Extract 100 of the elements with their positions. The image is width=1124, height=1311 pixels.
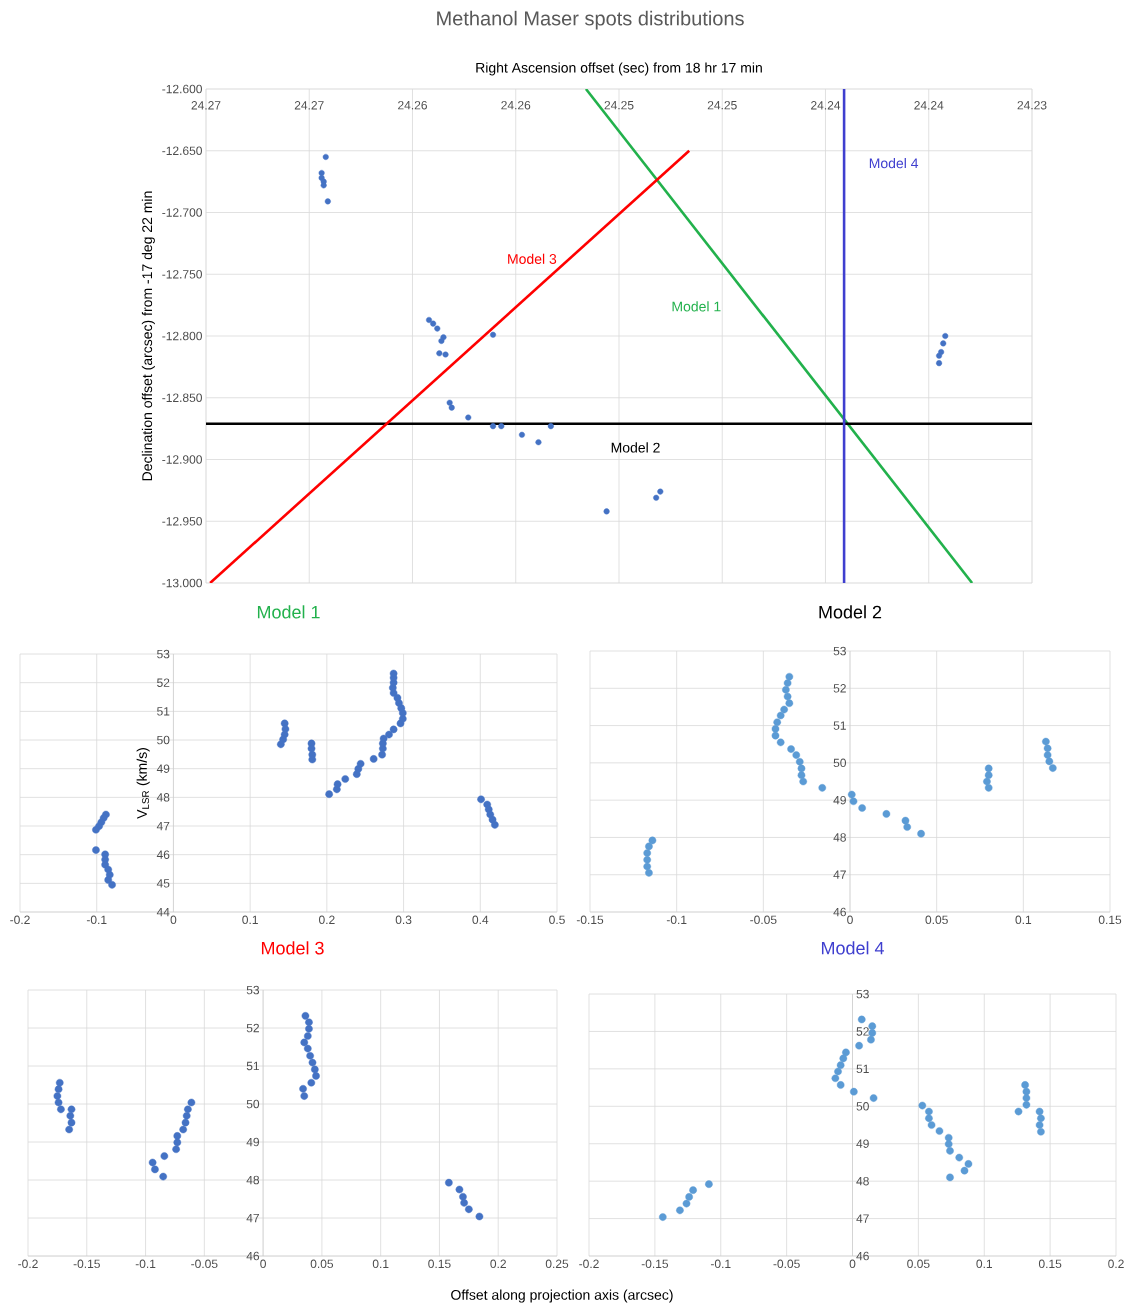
point: [300, 1038, 309, 1047]
x-tick-label: -0.1: [710, 1259, 731, 1269]
point: [643, 849, 652, 857]
point: [341, 775, 350, 783]
y-tick-label: 49: [156, 764, 170, 773]
point: [818, 784, 827, 792]
y-tick-label: 51: [856, 1064, 869, 1074]
point: [869, 1094, 878, 1102]
x-tick-label: -0.1: [86, 915, 107, 925]
y-tick-label: 47: [156, 821, 170, 831]
point: [465, 1205, 473, 1214]
point: [799, 777, 808, 786]
point: [785, 699, 794, 708]
x-tick-label: 0.05: [907, 1259, 930, 1269]
point: [842, 1048, 850, 1057]
y-tick-label: 46: [156, 850, 170, 859]
y-tick-label: 52: [157, 678, 170, 687]
point: [300, 1092, 309, 1100]
point: [53, 1092, 62, 1100]
y-tick-label: -12.750: [162, 270, 202, 279]
x-tick-label: 24.24: [811, 101, 841, 110]
point: [1042, 737, 1050, 746]
y-tick-label: -12.650: [162, 146, 202, 155]
point: [935, 1127, 944, 1135]
point: [173, 1132, 182, 1140]
point: [940, 340, 947, 347]
point: [324, 198, 331, 205]
y-tick-label: 51: [157, 707, 170, 716]
x-tick-label: 0.2: [1108, 1259, 1124, 1269]
point: [850, 1087, 858, 1096]
point: [960, 1166, 969, 1175]
point: [436, 350, 443, 357]
x-tick-label: 0: [849, 1259, 856, 1269]
x-tick-label: -0.05: [191, 1259, 218, 1269]
point: [187, 1098, 196, 1107]
x-tick-label: 0.1: [976, 1259, 993, 1269]
point: [643, 862, 652, 871]
x-tick-label: -0.15: [73, 1259, 100, 1269]
x-tick-label: 0: [170, 915, 177, 925]
x-tick-label: 24.27: [191, 101, 221, 110]
x-tick-label: -0.2: [18, 1259, 38, 1269]
point: [858, 804, 866, 812]
point: [490, 331, 497, 338]
point: [942, 333, 949, 340]
point: [498, 423, 505, 430]
point: [984, 764, 993, 773]
point: [465, 414, 472, 421]
y-tick-label: 49: [833, 795, 846, 805]
point: [797, 771, 806, 779]
point: [1021, 1081, 1029, 1089]
point: [547, 423, 554, 430]
x-tick-label: 0.15: [428, 1259, 451, 1269]
x-tick-label: -0.1: [135, 1259, 156, 1269]
point: [773, 718, 782, 727]
y-tick-label: -12.850: [162, 393, 202, 402]
chart-title: Model 4: [821, 941, 884, 955]
point: [643, 856, 652, 864]
point: [181, 1118, 190, 1127]
x-tick-label: 24.27: [294, 101, 324, 110]
point: [839, 1054, 848, 1063]
series-label: Model 3: [508, 253, 557, 264]
point: [1037, 1114, 1045, 1123]
x-tick-label: 0: [260, 1259, 266, 1269]
point: [1037, 1127, 1045, 1136]
x-tick-label: 24.26: [501, 100, 531, 110]
point: [1022, 1094, 1031, 1102]
point: [831, 1074, 840, 1083]
point: [1049, 764, 1057, 772]
point: [535, 439, 542, 446]
point: [925, 1114, 933, 1123]
point: [303, 1044, 312, 1053]
point: [946, 1173, 954, 1182]
x-tick-label: 0.1: [372, 1259, 389, 1269]
point: [785, 672, 794, 681]
point: [518, 431, 525, 438]
x-tick-label: 0.3: [395, 915, 412, 925]
point: [849, 797, 858, 806]
x-tick-label: 24.26: [398, 100, 427, 110]
point: [944, 1140, 953, 1148]
point: [787, 745, 795, 753]
point: [1014, 1107, 1023, 1116]
y-tick-label: 46: [246, 1251, 260, 1261]
point: [783, 692, 792, 701]
point: [689, 1186, 697, 1194]
x-axis-title: Right Ascension offset (sec) from 18 hr 17 min: [476, 62, 762, 76]
point: [459, 1192, 467, 1201]
point: [151, 1165, 159, 1174]
point: [308, 1058, 317, 1067]
y-tick-label: 51: [246, 1061, 259, 1071]
point: [305, 1024, 313, 1033]
point: [658, 1213, 667, 1221]
point: [379, 734, 388, 743]
y-tick-label: 46: [833, 907, 846, 917]
point: [307, 1078, 316, 1087]
y-tick-label: 48: [156, 793, 170, 802]
point: [54, 1098, 63, 1107]
y-tick-label: 47: [246, 1213, 259, 1223]
chart-title: Model 3: [261, 941, 324, 955]
point: [325, 790, 333, 798]
y-tick-label: 49: [246, 1137, 260, 1147]
